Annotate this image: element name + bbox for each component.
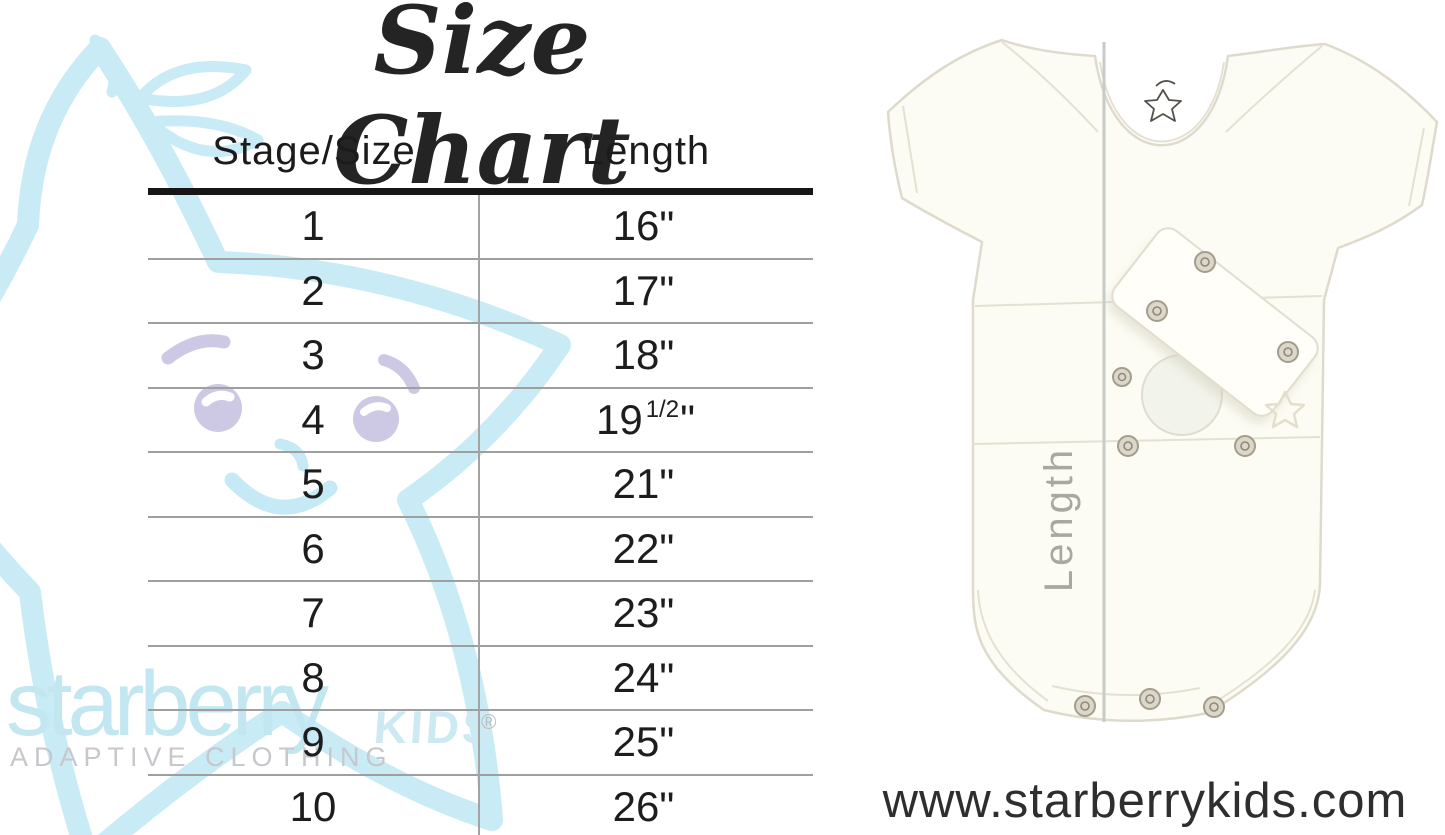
left-eyebrow — [161, 334, 231, 365]
length-cell: 19 1/2 " — [595, 395, 695, 443]
length-measure-label: Length — [1037, 446, 1081, 592]
table-row: 6 22" — [148, 518, 813, 582]
stage-cell: 9 — [301, 718, 325, 766]
length-cell: 23" — [612, 589, 675, 637]
length-cell: 21" — [612, 460, 675, 508]
table-row: 4 19 1/2 " — [148, 389, 813, 453]
length-cell: 26" — [612, 782, 675, 830]
snap-flap — [1111, 227, 1319, 417]
star-outline — [0, 34, 571, 835]
snap-body-left — [1112, 367, 1132, 387]
table-row: 10 26" — [148, 776, 813, 835]
stage-cell: 10 — [289, 782, 337, 830]
website-url: www.starberrykids.com — [882, 774, 1408, 828]
length-cell: 17" — [612, 266, 675, 314]
stage-cell: 3 — [301, 331, 325, 379]
onesie-product-photo: Length — [886, 38, 1439, 723]
stage-cell: 7 — [301, 589, 325, 637]
column-header-stage-size: Stage/Size — [212, 129, 416, 173]
page-title: Size Chart — [333, 0, 631, 206]
table-row: 2 17" — [148, 260, 813, 324]
stage-cell: 6 — [301, 524, 325, 572]
table-row: 9 25" — [148, 711, 813, 776]
garment-seams — [902, 41, 1425, 705]
neck-label-star-icon — [1144, 80, 1182, 122]
table-row: 5 21" — [148, 453, 813, 518]
snap-crotch-right — [1203, 696, 1225, 718]
stage-cell: 4 — [301, 395, 325, 443]
table-row: 1 16" — [148, 195, 813, 260]
stage-cell: 2 — [301, 266, 325, 314]
stage-cell: 8 — [301, 653, 325, 701]
star-leaves — [134, 61, 264, 157]
table-row: 3 18" — [148, 324, 813, 389]
snap-flap-left — [1146, 300, 1168, 322]
snap-crotch-middle — [1139, 688, 1161, 710]
table-row: 7 23" — [148, 582, 813, 647]
snap-crotch-left — [1074, 695, 1096, 717]
length-cell: 25" — [612, 718, 675, 766]
length-cell: 24" — [612, 653, 675, 701]
snap-flap-right — [1277, 341, 1299, 363]
brand-wordmark: starberry — [6, 653, 329, 755]
right-eyebrow — [378, 354, 420, 394]
stage-cell: 1 — [301, 202, 325, 250]
length-cell: 22" — [612, 524, 675, 572]
brand-tagline: ADAPTIVE CLOTHING — [10, 742, 393, 772]
snap-buttons — [1074, 251, 1299, 718]
snap-waist-right — [1234, 435, 1256, 457]
snap-waist-left — [1117, 435, 1139, 457]
column-header-length: Length — [581, 129, 711, 173]
table-row: 8 24" — [148, 647, 813, 711]
column-divider — [478, 195, 480, 835]
smile — [224, 472, 338, 515]
snap-flap-top — [1194, 251, 1216, 273]
stage-cell: 5 — [301, 460, 325, 508]
registered-trademark-icon: ® — [481, 711, 497, 734]
length-cell: 16" — [612, 202, 675, 250]
size-table: 1 16" 2 17" 3 18" 4 19 1/2 " 5 — [148, 188, 813, 835]
star-embroidery — [1264, 390, 1306, 429]
length-cell: 18" — [612, 331, 675, 379]
